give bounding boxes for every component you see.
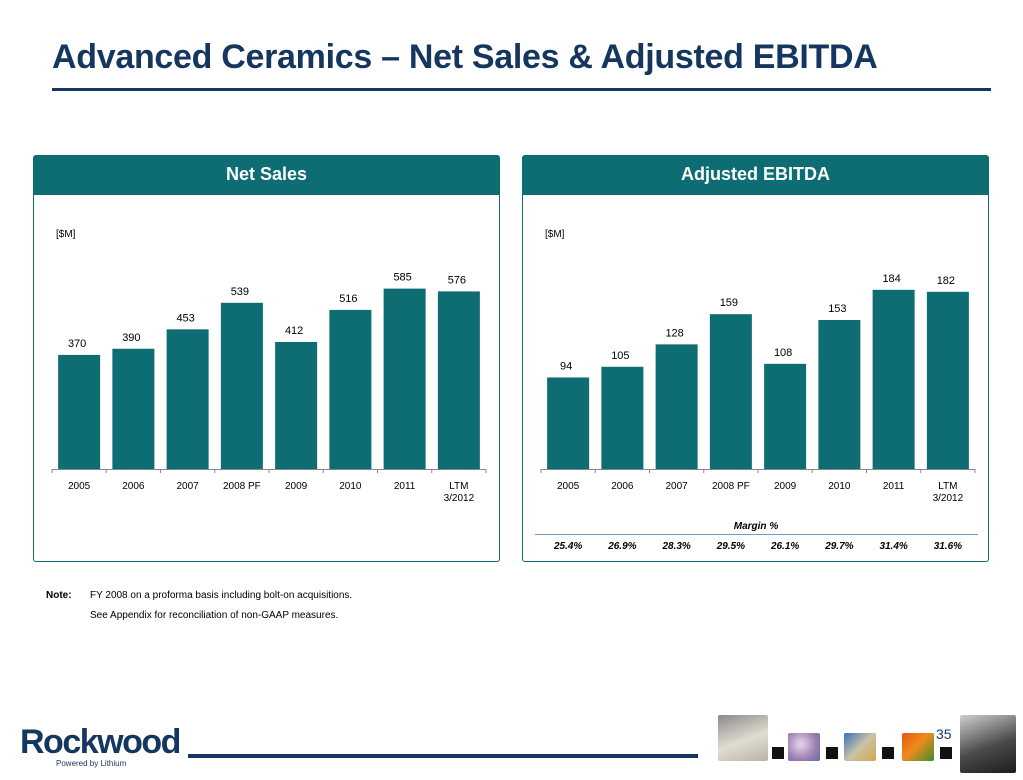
bar xyxy=(926,291,969,469)
x-tick-label: 2005 xyxy=(68,481,91,492)
margin-value: 26.1% xyxy=(770,541,799,552)
note-line-2: See Appendix for reconciliation of non-G… xyxy=(90,610,339,621)
x-tick-label: 2008 PF xyxy=(712,481,750,492)
x-tick-label: 3/2012 xyxy=(933,493,964,504)
margin-value: 31.6% xyxy=(934,541,962,552)
data-label: 94 xyxy=(560,360,572,372)
bullet-square-icon xyxy=(772,747,784,759)
note-label: Note: xyxy=(46,590,72,601)
unit-label: [$M] xyxy=(545,229,565,240)
bar xyxy=(818,320,861,469)
margin-label: Margin % xyxy=(734,521,779,532)
x-tick-label: 2006 xyxy=(122,481,145,492)
bullet-square-icon xyxy=(882,747,894,759)
company-logo: Rockwood Powered by Lithium xyxy=(20,722,181,768)
x-tick-label: 3/2012 xyxy=(444,493,475,504)
bar xyxy=(655,344,698,469)
data-label: 576 xyxy=(448,274,466,286)
data-label: 412 xyxy=(285,325,303,337)
bar xyxy=(329,309,372,469)
bar xyxy=(437,291,480,469)
data-label: 182 xyxy=(937,275,955,287)
title-underline xyxy=(52,88,991,91)
margin-value: 29.5% xyxy=(716,541,745,552)
x-tick-label: 2007 xyxy=(666,481,689,492)
bar xyxy=(275,341,318,469)
x-tick-label: 2010 xyxy=(339,481,362,492)
data-label: 153 xyxy=(828,303,846,315)
x-tick-label: LTM xyxy=(938,481,957,492)
data-label: 105 xyxy=(611,350,629,362)
pigments-image xyxy=(902,733,934,761)
lab-flask-image xyxy=(718,715,768,761)
net-sales-header: Net Sales xyxy=(34,156,499,195)
logo-tagline: Powered by Lithium xyxy=(56,759,127,768)
bar xyxy=(166,329,209,469)
bar xyxy=(383,288,426,469)
margin-value: 28.3% xyxy=(661,541,690,552)
ebitda-header: Adjusted EBITDA xyxy=(523,156,988,195)
footer-rule xyxy=(188,754,698,758)
net-sales-chart: [$M] 370 2005 390 2006 453 2007 539 2008 PF 412 20… xyxy=(51,229,487,504)
margin-value: 29.7% xyxy=(824,541,853,552)
pills-image xyxy=(788,733,820,761)
data-label: 453 xyxy=(176,312,194,324)
data-label: 108 xyxy=(774,347,792,359)
x-tick-label: 2009 xyxy=(285,481,308,492)
x-tick-label: LTM xyxy=(449,481,468,492)
bar xyxy=(709,314,752,469)
data-label: 390 xyxy=(122,332,140,344)
bar xyxy=(547,377,590,469)
page-title: Advanced Ceramics – Net Sales & Adjusted… xyxy=(52,38,878,76)
x-tick-label: 2010 xyxy=(828,481,851,492)
footer-image-strip xyxy=(716,713,1016,775)
data-label: 184 xyxy=(882,273,900,285)
ebitda-panel: Adjusted EBITDA [$M] 94 2005 105 2006 128 2007… xyxy=(522,155,989,562)
bar xyxy=(601,366,644,469)
x-tick-label: 2007 xyxy=(177,481,200,492)
bar xyxy=(112,348,155,469)
margin-value: 25.4% xyxy=(553,541,582,552)
margin-value: 26.9% xyxy=(607,541,636,552)
x-tick-label: 2011 xyxy=(883,481,905,492)
x-tick-label: 2008 PF xyxy=(223,481,261,492)
x-tick-label: 2011 xyxy=(394,481,416,492)
bar xyxy=(764,363,807,469)
margin-value: 31.4% xyxy=(879,541,907,552)
note-line-1: FY 2008 on a proforma basis including bo… xyxy=(90,590,353,601)
bar xyxy=(220,302,263,469)
x-tick-label: 2005 xyxy=(557,481,580,492)
bullet-square-icon xyxy=(826,747,838,759)
data-label: 516 xyxy=(339,293,357,305)
data-label: 585 xyxy=(393,272,411,284)
net-sales-panel: Net Sales [$M] 370 2005 390 2006 453 2007 539 20… xyxy=(33,155,500,562)
data-label: 128 xyxy=(665,327,683,339)
car-image xyxy=(960,715,1016,773)
crystals-image xyxy=(844,733,876,761)
data-label: 370 xyxy=(68,338,86,350)
data-label: 539 xyxy=(231,286,249,298)
bullet-square-icon xyxy=(940,747,952,759)
ebitda-chart: [$M] 94 2005 105 2006 128 2007 159 2008 PF 108 200… xyxy=(535,229,978,552)
x-tick-label: 2009 xyxy=(774,481,797,492)
x-tick-label: 2006 xyxy=(611,481,634,492)
data-label: 159 xyxy=(720,297,738,309)
unit-label: [$M] xyxy=(56,229,76,240)
logo-wordmark: Rockwood xyxy=(20,723,181,761)
bar xyxy=(872,289,915,469)
page-number: 35 xyxy=(936,726,952,742)
bar xyxy=(58,354,101,469)
